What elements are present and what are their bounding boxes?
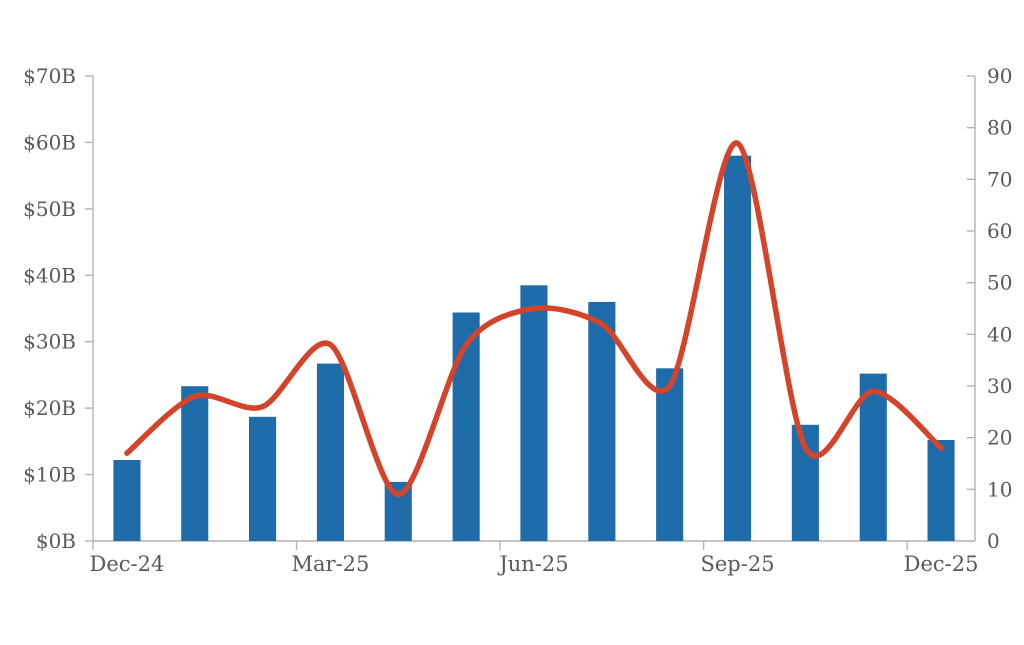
bar-Feb-25 — [249, 416, 277, 541]
bar-Nov-25 — [859, 373, 887, 541]
right-axis-tick-label: 40 — [987, 322, 1012, 346]
right-axis-tick-label: 30 — [987, 374, 1012, 398]
bar-Jul-25 — [588, 301, 616, 541]
left-axis-tick-label: $60B — [23, 130, 76, 154]
right-axis-tick-label: 0 — [987, 529, 1000, 553]
trend-line — [124, 140, 944, 498]
left-axis-tick-label: $40B — [23, 263, 76, 287]
x-axis-label: Sep-25 — [700, 552, 774, 576]
x-axis-label: Mar-25 — [292, 552, 370, 576]
right-axis-tick-label: 60 — [987, 219, 1012, 243]
bar-Dec-25 — [927, 440, 955, 541]
bar-Jan-25 — [181, 386, 209, 541]
x-axis-label: Dec-24 — [90, 552, 165, 576]
left-axis-tick-label: $0B — [36, 529, 76, 553]
left-axis-tick-label: $10B — [23, 463, 76, 487]
right-axis-tick-label: 10 — [987, 477, 1012, 501]
left-axis-tick-label: $20B — [23, 396, 76, 420]
bar-Jun-25 — [520, 285, 548, 542]
bar-Sep-25 — [724, 155, 752, 541]
bar-May-25 — [452, 312, 480, 541]
bar-Aug-25 — [656, 368, 684, 541]
left-axis-tick-label: $50B — [23, 197, 76, 221]
x-axis-label: Dec-25 — [904, 552, 979, 576]
right-axis-tick-label: 70 — [987, 167, 1012, 191]
right-axis-tick-label: 90 — [987, 64, 1012, 88]
right-axis-tick-label: 80 — [987, 116, 1012, 140]
right-axis-tick-label: 20 — [987, 426, 1012, 450]
left-axis-tick-label: $70B — [23, 64, 76, 88]
bar-Mar-25 — [316, 363, 344, 541]
bar-Dec-24 — [113, 460, 141, 541]
right-axis-tick-label: 50 — [987, 271, 1012, 295]
left-axis-tick-label: $30B — [23, 330, 76, 354]
x-axis-label: Jun-25 — [497, 552, 568, 576]
